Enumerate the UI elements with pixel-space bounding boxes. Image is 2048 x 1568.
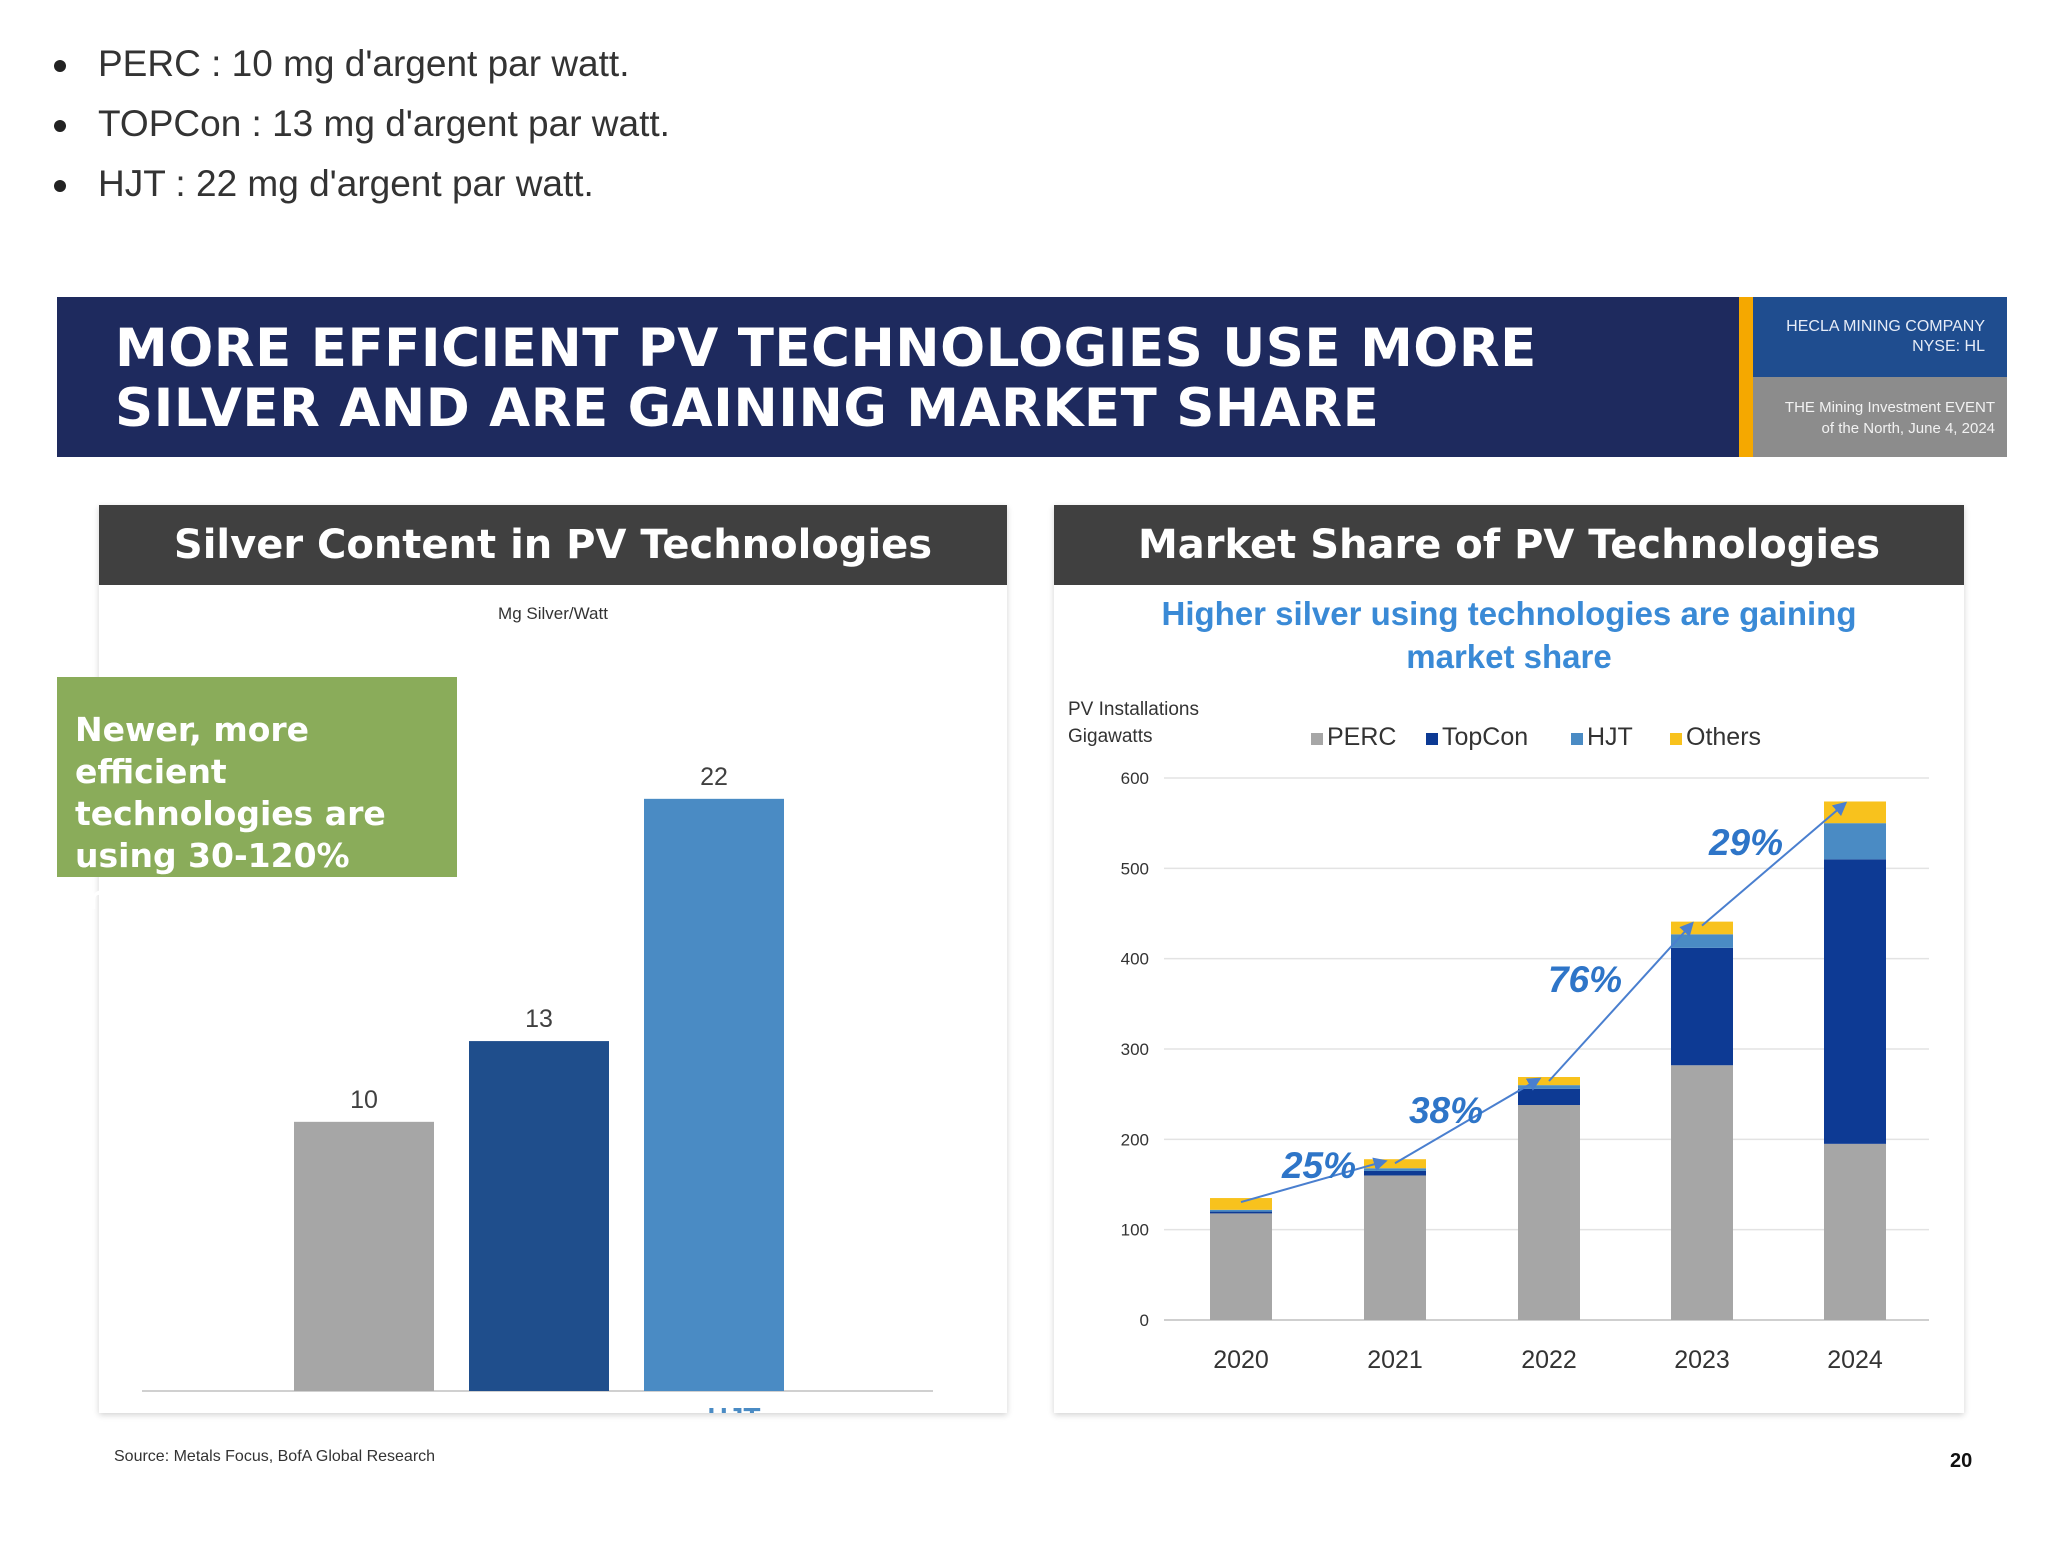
bullet-item: TOPCon : 13 mg d'argent par watt.: [46, 94, 670, 154]
chart-subtitle-line2: market share: [1406, 638, 1611, 675]
y-tick-0: 0: [1140, 1311, 1149, 1330]
stack-hjt-2022: [1518, 1085, 1580, 1089]
stack-topcon-2024: [1824, 859, 1886, 1144]
accent-stripe: [1739, 297, 1753, 457]
bullet-item: PERC : 10 mg d'argent par watt.: [46, 34, 670, 94]
y-axis-label-line1: PV Installations: [1068, 699, 1199, 720]
bar-2: [644, 798, 784, 1391]
stack-others-2020: [1210, 1198, 1272, 1210]
legend-swatch-topcon: [1426, 733, 1438, 745]
page-number: 20: [1950, 1450, 1973, 1472]
source-note: Source: Metals Focus, BofA Global Resear…: [114, 1448, 436, 1465]
stack-topcon-2023: [1671, 947, 1733, 1066]
stack-hjt-2024: [1824, 823, 1886, 860]
bullet-list: PERC : 10 mg d'argent par watt. TOPCon :…: [46, 34, 670, 214]
y-axis-label: Mg Silver/Watt: [498, 604, 608, 623]
x-tick-2020: 2020: [1213, 1346, 1269, 1374]
growth-label-3: 29%: [1708, 822, 1783, 863]
growth-label-1: 38%: [1409, 1090, 1483, 1131]
bar-1: [469, 1041, 609, 1391]
stack-perc-2022: [1518, 1105, 1580, 1320]
legend-label-others: Others: [1686, 723, 1761, 751]
silver-chart-title: Silver Content in PV Technologies: [99, 505, 1007, 585]
company-badge: HECLA MINING COMPANY NYSE: HL: [1753, 297, 2007, 377]
stack-others-2023: [1671, 921, 1733, 935]
data-label-0: 10: [350, 1086, 378, 1114]
category-label-2: HJT: [708, 1402, 761, 1413]
y-tick-200: 200: [1121, 1130, 1149, 1149]
y-tick-600: 600: [1121, 769, 1149, 788]
x-tick-2023: 2023: [1674, 1346, 1730, 1374]
data-label-1: 13: [525, 1005, 553, 1033]
legend-label-hjt: HJT: [1587, 723, 1633, 751]
stack-topcon-2021: [1364, 1170, 1426, 1176]
growth-arrow-2: [1548, 921, 1694, 1082]
silver-content-chart: Mg Silver/Watt10PERC13TOPCon22HJT(Hetero…: [142, 604, 933, 1413]
ticker: NYSE: HL: [1912, 338, 1985, 355]
legend-swatch-hjt: [1571, 733, 1583, 745]
stack-perc-2020: [1210, 1213, 1272, 1320]
stack-others-2021: [1364, 1159, 1426, 1169]
slide-banner: MORE EFFICIENT PV TECHNOLOGIES USE MORE …: [57, 297, 2007, 457]
stack-perc-2023: [1671, 1065, 1733, 1320]
legend-swatch-perc: [1311, 733, 1323, 745]
event-badge: THE Mining Investment EVENT of the North…: [1753, 377, 2007, 457]
growth-arrow-0: [1240, 1157, 1388, 1204]
data-label-2: 22: [700, 763, 728, 791]
legend-swatch-others: [1670, 733, 1682, 745]
legend-label-topcon: TopCon: [1442, 723, 1528, 751]
growth-arrow-3: [1701, 801, 1848, 927]
growth-label-2: 76%: [1548, 959, 1622, 1000]
legend-label-perc: PERC: [1327, 723, 1396, 751]
chart-subtitle-line1: Higher silver using technologies are gai…: [1162, 595, 1857, 632]
stack-hjt-2023: [1671, 934, 1733, 948]
bar-0: [294, 1121, 434, 1391]
slide-title: MORE EFFICIENT PV TECHNOLOGIES USE MORE …: [115, 318, 1537, 439]
x-tick-2022: 2022: [1521, 1346, 1577, 1374]
event-date: of the North, June 4, 2024: [1821, 420, 1995, 437]
growth-arrow-1: [1394, 1077, 1542, 1165]
stack-topcon-2020: [1210, 1211, 1272, 1214]
stack-hjt-2020: [1210, 1209, 1272, 1212]
stack-others-2022: [1518, 1077, 1580, 1086]
y-tick-500: 500: [1121, 859, 1149, 878]
x-tick-2024: 2024: [1827, 1346, 1883, 1374]
y-axis-label-line2: Gigawatts: [1068, 726, 1152, 747]
y-tick-100: 100: [1121, 1221, 1149, 1240]
x-tick-2021: 2021: [1367, 1346, 1423, 1374]
growth-label-0: 25%: [1281, 1145, 1356, 1186]
stack-perc-2021: [1364, 1175, 1426, 1320]
bullet-item: HJT : 22 mg d'argent par watt.: [46, 154, 670, 214]
stack-perc-2024: [1824, 1143, 1886, 1320]
market-share-chart-title: Market Share of PV Technologies: [1054, 505, 1964, 585]
stack-hjt-2021: [1364, 1168, 1426, 1171]
stack-topcon-2022: [1518, 1088, 1580, 1106]
company-name: HECLA MINING COMPANY: [1786, 318, 1985, 335]
efficiency-callout: Newer, more efficient technologies are u…: [57, 677, 457, 917]
y-tick-400: 400: [1121, 950, 1149, 969]
event-name: THE Mining Investment EVENT: [1784, 399, 1995, 416]
market-share-chart: Higher silver using technologies are gai…: [1068, 595, 1929, 1374]
silver-content-panel: Silver Content in PV Technologies Mg Sil…: [99, 505, 1007, 1413]
y-tick-300: 300: [1121, 1040, 1149, 1059]
market-share-panel: Market Share of PV Technologies Higher s…: [1054, 505, 1964, 1413]
